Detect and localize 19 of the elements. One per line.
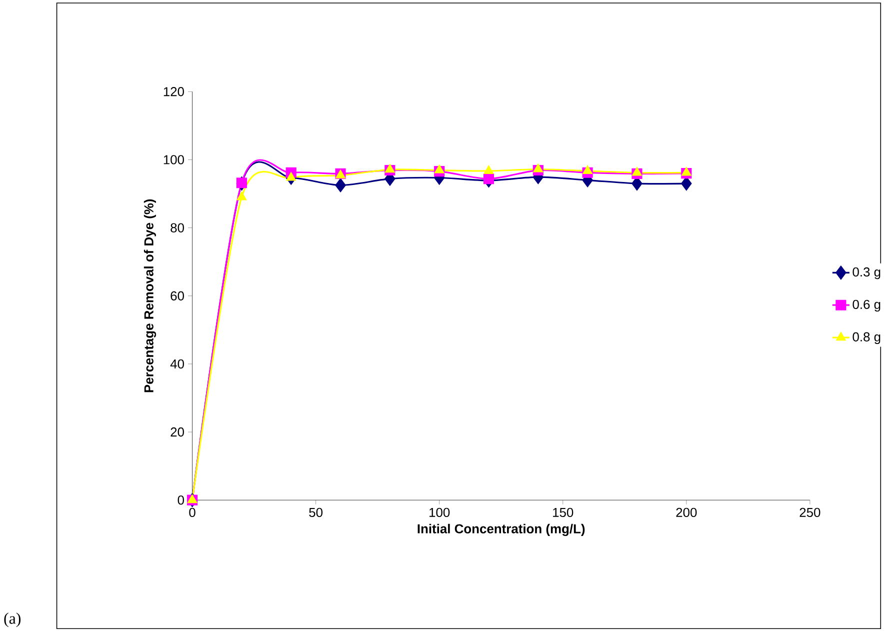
legend-label: 0.6 g bbox=[852, 300, 880, 312]
x-tick-label: 200 bbox=[676, 508, 697, 518]
x-tick-label: 100 bbox=[430, 508, 450, 518]
y-axis-title: Percentage Removal of Dye (%) bbox=[144, 200, 156, 392]
y-tick-label: 60 bbox=[170, 291, 184, 301]
y-tick-label: 80 bbox=[170, 223, 184, 233]
y-tick-label: 120 bbox=[164, 87, 184, 96]
y-tick-label: 40 bbox=[170, 360, 184, 369]
legend-label: 0.8 g bbox=[852, 332, 880, 344]
x-tick-label: 50 bbox=[309, 508, 322, 518]
x-tick-label: 0 bbox=[189, 508, 196, 518]
x-tick-label: 250 bbox=[800, 508, 820, 518]
x-tick-label: 150 bbox=[553, 508, 574, 518]
y-tick-label: 20 bbox=[170, 428, 184, 437]
y-tick-label: 0 bbox=[178, 496, 184, 505]
x-axis-title: Initial Concentration (mg/L) bbox=[418, 524, 585, 536]
text: (a) bbox=[4, 612, 21, 628]
y-tick-label: 100 bbox=[164, 155, 184, 165]
legend-label: 0.3 g bbox=[852, 268, 880, 280]
